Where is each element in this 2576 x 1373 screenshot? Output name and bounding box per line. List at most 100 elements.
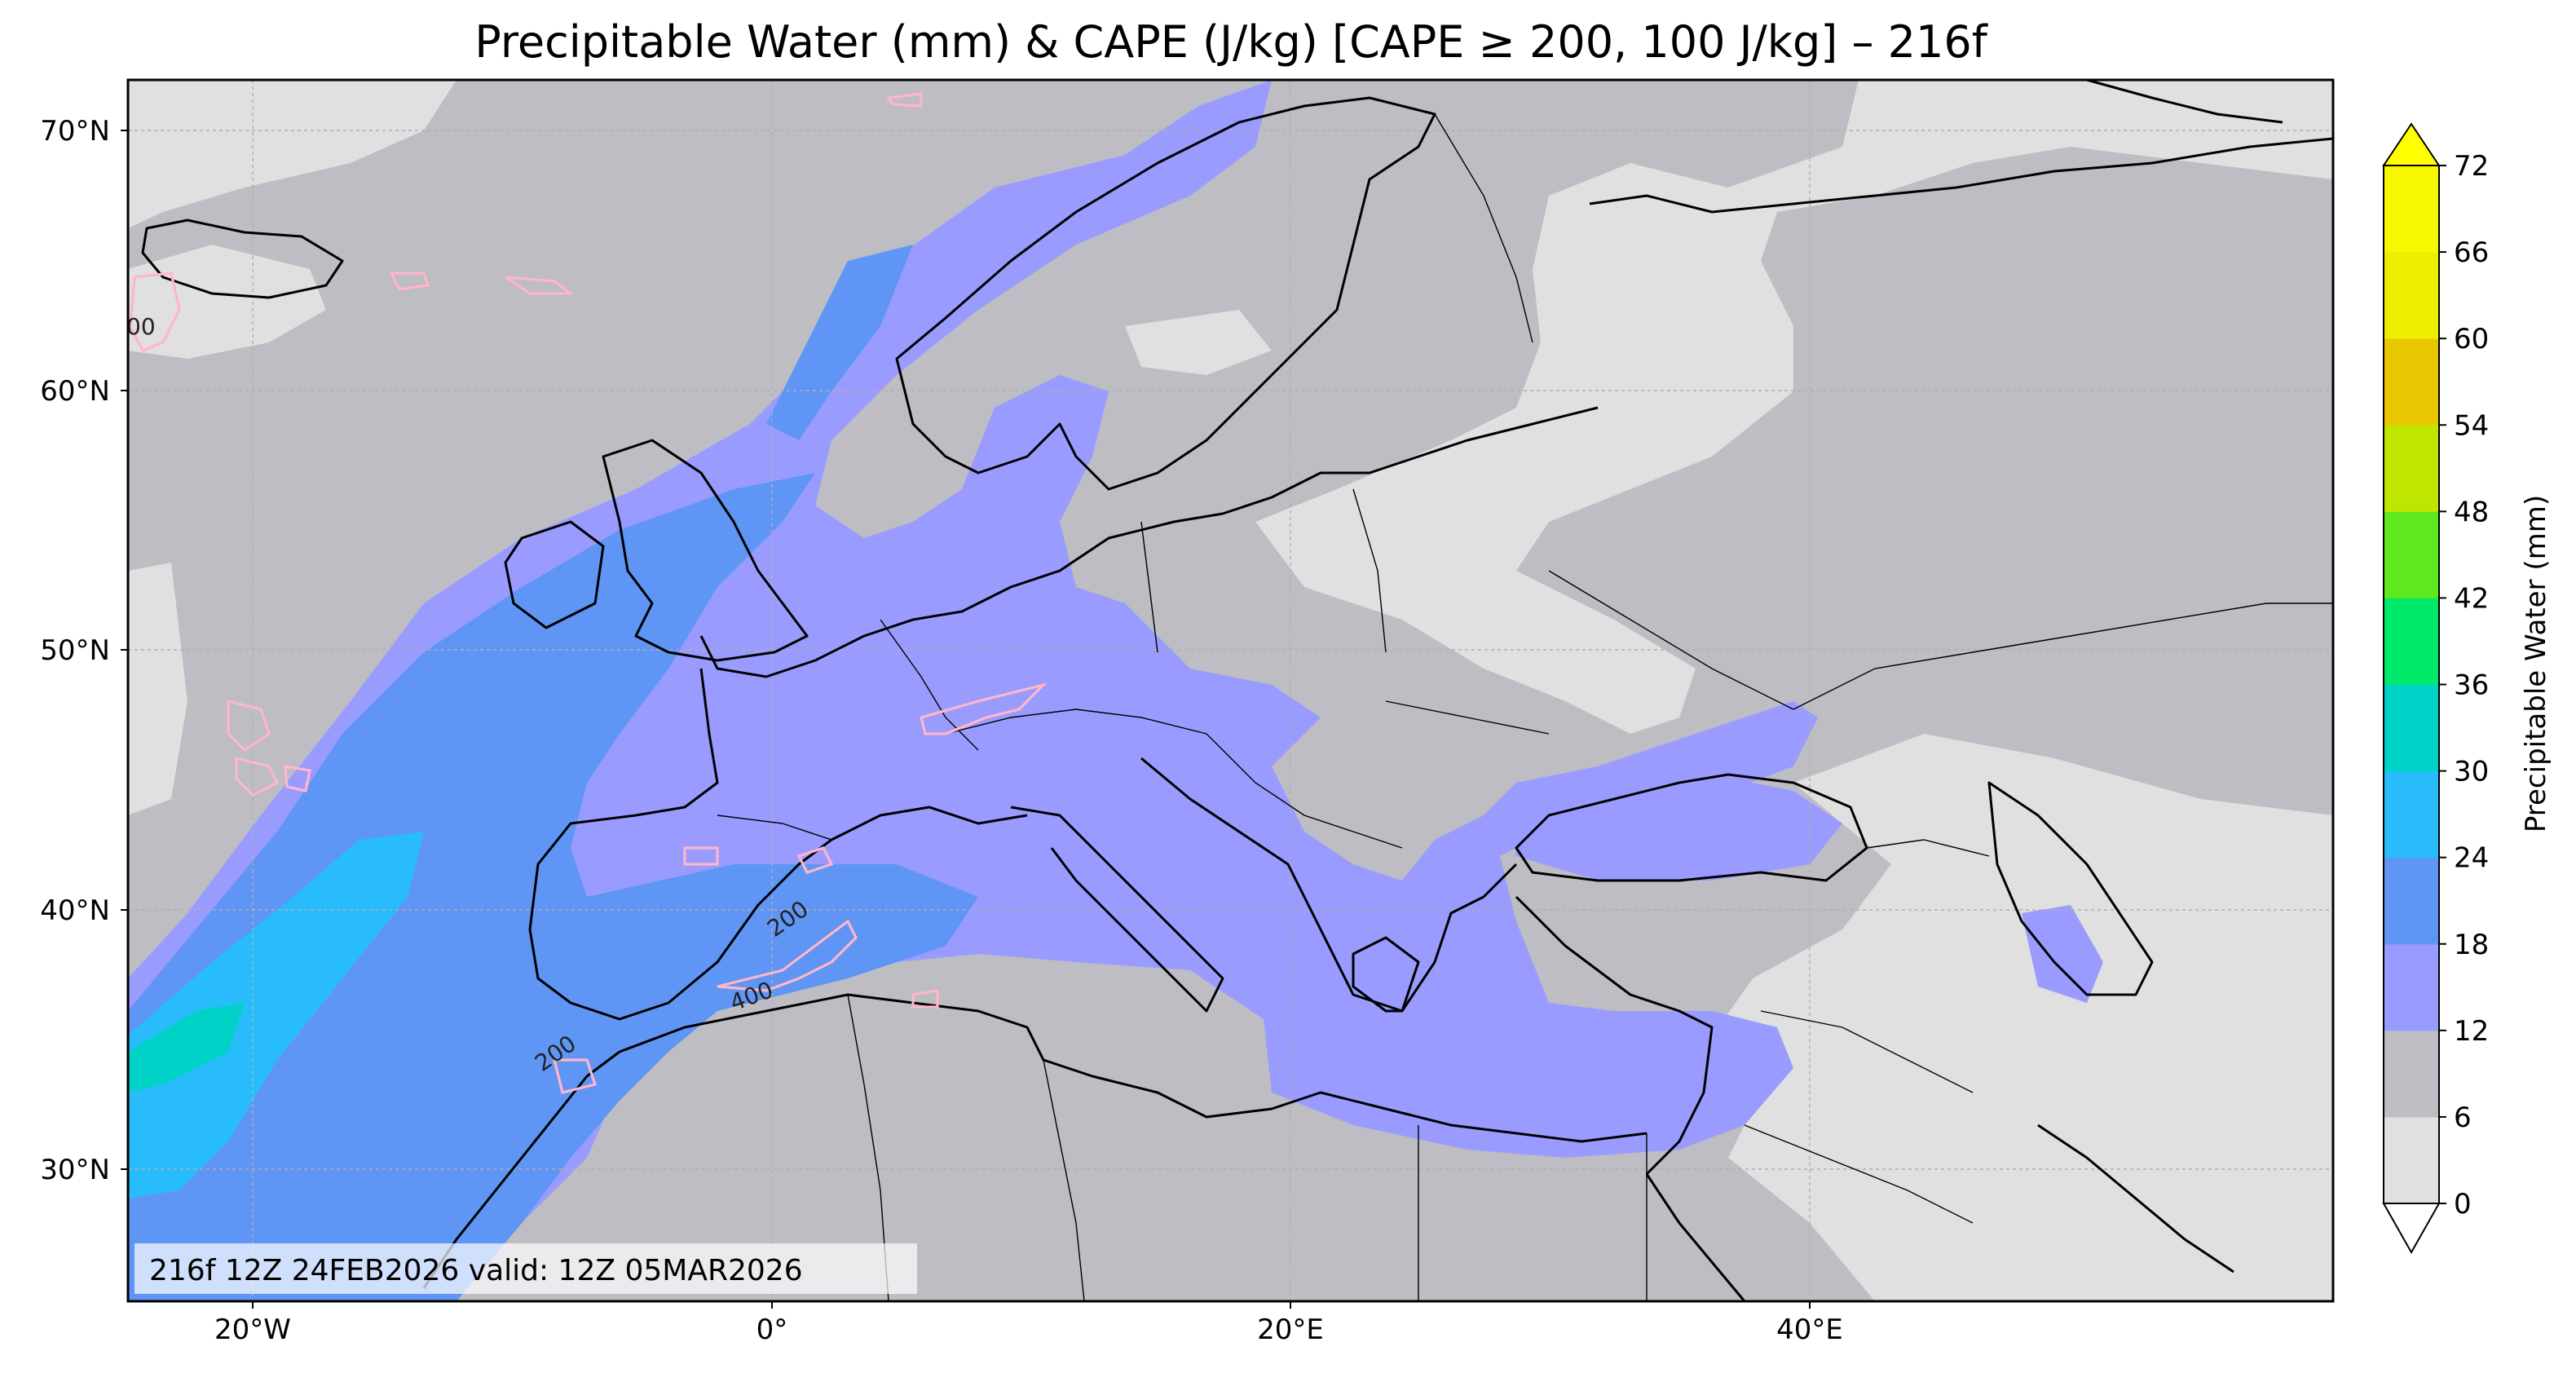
- cape-contour-atlantic-3: [284, 765, 311, 792]
- colorbar-tick-label: 66: [2454, 236, 2489, 269]
- ytick-label-30: 30°N: [40, 1154, 110, 1186]
- coastline-italy: [1010, 806, 1224, 1013]
- coastline-black-sea: [1515, 773, 1868, 882]
- colorbar-tick-label: 60: [2454, 323, 2489, 355]
- colorbar-segment: [2384, 425, 2439, 512]
- colorbar-segment: [2384, 1116, 2439, 1204]
- coastline-red-sea: [1645, 1173, 1746, 1301]
- pw-low-patch-c: [1125, 310, 1272, 375]
- colorbar-over-triangle: [2382, 122, 2441, 166]
- xtick-label-0: 0°: [756, 1313, 788, 1346]
- cape-contour-atlantic-1: [227, 699, 271, 753]
- colorbar-tick-label: 54: [2454, 409, 2489, 442]
- ytick-label-40: 40°N: [40, 894, 110, 927]
- pw-low-band-sw: [128, 563, 187, 815]
- colorbar-segment: [2384, 943, 2439, 1031]
- border-balkans: [1206, 733, 1403, 849]
- ytick-label-60: 60°N: [40, 375, 110, 408]
- border-pl-by: [1352, 488, 1387, 653]
- xtick-label-20w: 20°W: [214, 1313, 291, 1346]
- colorbar-ticks: 0 6 12 18 24 30 36 42 48 54 60 66 72: [2439, 150, 2489, 1221]
- border-ro-ua: [1385, 700, 1550, 735]
- pw-moist-caspian: [2022, 905, 2103, 1003]
- colorbar-segment: [2384, 1030, 2439, 1118]
- cape-contours: [129, 92, 1048, 1094]
- colorbar-tick-label: 18: [2454, 929, 2489, 961]
- colorbar-segment: [2384, 684, 2439, 772]
- coastline-morocco-atlantic: [422, 1050, 620, 1289]
- colorbar-tick-label: 48: [2454, 496, 2489, 528]
- coastline-balkans: [1140, 757, 1518, 1013]
- coastline-iceland: [141, 219, 344, 299]
- cape-contour-iberia-ne2: [796, 846, 834, 874]
- colorbar-tick-label: 30: [2454, 756, 2489, 788]
- pw-moist-black-sea: [1508, 775, 1842, 881]
- stamp-text: 216f 12Z 24FEB2026 valid: 12Z 05MAR2026: [149, 1254, 803, 1287]
- cape-contour-morocco: [552, 1058, 598, 1094]
- colorbar-tick-label: 36: [2454, 669, 2489, 702]
- border-fr-de: [880, 619, 979, 751]
- valid-time-stamp: 216f 12Z 24FEB2026 valid: 12Z 05MAR2026: [135, 1243, 917, 1294]
- border-iran-iraq: [1760, 1010, 1974, 1093]
- xtick-label-40e: 40°E: [1776, 1313, 1843, 1346]
- xtick-label-20e: 20°E: [1257, 1313, 1324, 1346]
- pw-low-band-se: [1696, 734, 2333, 1301]
- colorbar-segment: [2384, 166, 2439, 253]
- colorbar-label: Precipitable Water (mm): [2520, 495, 2552, 832]
- coastline-arctic: [1589, 137, 2333, 214]
- pw-high-band: [128, 832, 424, 1199]
- border-de-pl: [1140, 521, 1158, 653]
- cape-label-4: 00: [126, 313, 156, 340]
- border-finland-ru: [1434, 113, 1533, 343]
- pw-mod-band: [128, 473, 978, 1301]
- cape-contour-alps: [920, 682, 1048, 735]
- colorbar-segments: [2384, 166, 2439, 1204]
- coastlines: [141, 80, 2333, 1301]
- border-ua-ru: [1548, 570, 1794, 710]
- ytick-label-50: 50°N: [40, 634, 110, 667]
- colorbar-under-triangle: [2382, 1203, 2441, 1255]
- colorbar-segment: [2384, 770, 2439, 859]
- pw-low-band-nw2: [128, 245, 326, 359]
- pw-low-band-nw: [128, 80, 457, 228]
- colorbar-tick-label: 24: [2454, 842, 2489, 875]
- coastline-europe-west: [699, 406, 1599, 678]
- cape-contour-iberia-ne: [683, 846, 719, 866]
- cape-contour-iceland-2: [389, 272, 430, 291]
- border-alps: [945, 709, 1207, 735]
- cape-contour-norway-sea: [886, 92, 923, 108]
- border-saudi: [1744, 1124, 1974, 1224]
- border-kazakh: [1793, 603, 2333, 710]
- borders: [717, 113, 2333, 1301]
- chart-title: Precipitable Water (mm) & CAPE (J/kg) [C…: [474, 16, 1989, 68]
- border-caucasus: [1866, 839, 1990, 857]
- colorbar-segment: [2384, 511, 2439, 598]
- cape-contour-iceland-1: [129, 272, 181, 353]
- colorbar-tick-label: 42: [2454, 582, 2489, 615]
- colorbar-tick-label: 0: [2454, 1188, 2472, 1221]
- coastline-britain: [602, 439, 809, 662]
- cape-contour-iceland-3: [505, 276, 575, 295]
- colorbar-tick-label: 72: [2454, 150, 2489, 183]
- border-fr-es: [717, 815, 832, 841]
- cape-contour-atlantic-2: [235, 756, 280, 797]
- map-panel: [128, 80, 2333, 1301]
- y-axis-ticks: 70°N 60°N 50°N 40°N 30°N: [40, 115, 128, 1186]
- ytick-label-70: 70°N: [40, 115, 110, 148]
- graticule: [128, 80, 2333, 1301]
- colorbar-tick-label: 12: [2454, 1015, 2489, 1048]
- coastline-novaya-zemlya: [2086, 80, 2283, 124]
- x-axis-ticks: 20°W 0° 20°E 40°E: [214, 1301, 1843, 1346]
- map-frame: [126, 78, 2335, 1303]
- coastline-biscay-iberia: [528, 668, 1028, 1021]
- coastline-turkey-levant: [1515, 895, 1714, 1176]
- colorbar-segment: [2384, 598, 2439, 685]
- cape-contour-algeria: [911, 989, 939, 1009]
- colorbar-segment: [2384, 857, 2439, 945]
- coastline-greece: [1352, 936, 1420, 1013]
- colorbar: 0 6 12 18 24 30 36 42 48 54 60 66 72 Precipitable Wa…: [2382, 122, 2552, 1255]
- border-africa-2: [1043, 1059, 1085, 1301]
- coastline-north-africa: [619, 993, 1647, 1143]
- pw-mod-nsea: [766, 245, 913, 440]
